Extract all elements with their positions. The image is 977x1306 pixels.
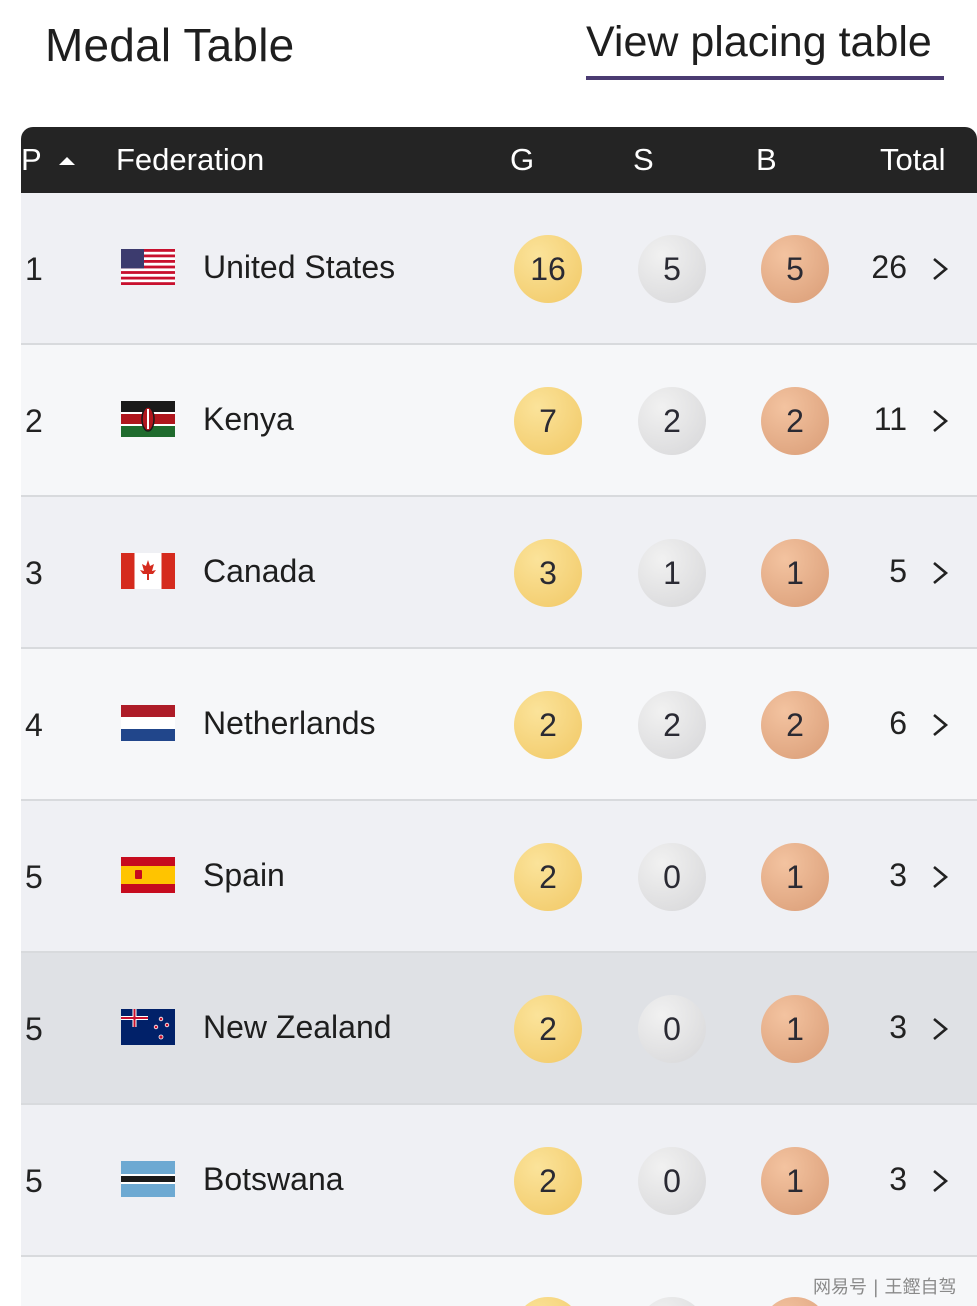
column-header-bronze[interactable]: B [756,142,777,177]
total-count: 3 [889,1161,907,1197]
chevron-right-icon[interactable] [928,403,952,439]
table-row[interactable]: 2 Kenya 7 2 2 11 [21,345,977,497]
kenya-flag-icon [121,401,175,437]
bronze-count: 1 [761,1147,829,1215]
chevron-right-icon[interactable] [928,1163,952,1199]
link-underline [586,76,944,80]
bronze-count: 2 [761,387,829,455]
bronze-count: 1 [761,843,829,911]
total-count: 26 [871,249,907,285]
spain-flag-icon [121,857,175,893]
chevron-right-icon[interactable] [928,707,952,743]
gold-count: 3 [514,539,582,607]
column-header-total[interactable]: Total [880,142,946,177]
chevron-right-icon[interactable] [928,555,952,591]
bronze-count: 5 [761,235,829,303]
chevron-right-icon[interactable] [928,251,952,287]
table-row[interactable]: 5 Botswana 2 0 1 3 [21,1105,977,1257]
silver-count: 2 [638,387,706,455]
column-header-gold[interactable]: G [510,142,535,177]
row-position: 5 [25,859,43,895]
bronze-count: 1 [761,995,829,1063]
row-position: 3 [25,555,43,591]
row-position: 4 [25,707,43,743]
view-placing-table-link[interactable]: View placing table [586,18,932,66]
country-name: Canada [203,553,316,589]
country-name: Botswana [203,1161,344,1197]
row-position: 1 [25,251,43,287]
botswana-flag-icon [121,1161,175,1197]
bronze-count: 1 [761,539,829,607]
column-header-federation[interactable]: Federation [116,142,265,177]
silver-medal-partial [638,1297,706,1306]
gold-count: 2 [514,843,582,911]
country-name: Kenya [203,401,294,437]
page-title: Medal Table [45,19,295,71]
gold-count: 16 [514,235,582,303]
netherlands-flag-icon [121,705,175,741]
column-header-silver[interactable]: S [633,142,654,177]
new-zealand-flag-icon [121,1009,175,1045]
chevron-right-icon[interactable] [928,1011,952,1047]
medal-table: P Federation G S B Total 1 [21,127,977,1306]
table-header: P Federation G S B Total [21,127,977,193]
silver-count: 1 [638,539,706,607]
total-count: 3 [889,1009,907,1045]
total-count: 5 [889,553,907,589]
silver-count: 0 [638,1147,706,1215]
canada-flag-icon [121,553,175,589]
chevron-right-icon[interactable] [928,859,952,895]
silver-count: 2 [638,691,706,759]
table-row[interactable]: 3 Canada 3 1 1 5 [21,497,977,649]
total-count: 3 [889,857,907,893]
bronze-medal-partial [761,1297,829,1306]
country-name: United States [203,249,396,285]
bronze-count: 2 [761,691,829,759]
country-name: Spain [203,857,285,893]
country-name: New Zealand [203,1009,392,1045]
total-count: 6 [889,705,907,741]
gold-count: 2 [514,1147,582,1215]
sort-asc-icon[interactable] [59,157,75,165]
watermark: 网易号 | 王鏗自驾 [813,1277,957,1298]
silver-count: 0 [638,995,706,1063]
row-position: 5 [25,1163,43,1199]
table-row[interactable]: 1 United States 16 5 5 26 [21,193,977,345]
country-name: Netherlands [203,705,376,741]
silver-count: 5 [638,235,706,303]
table-row-partial[interactable] [21,1257,977,1306]
table-row[interactable]: 4 Netherlands 2 2 2 6 [21,649,977,801]
gold-count: 7 [514,387,582,455]
gold-count: 2 [514,995,582,1063]
gold-medal-partial [514,1297,582,1306]
column-header-position[interactable]: P [21,142,42,177]
table-row[interactable]: 5 New Zealand 2 0 1 3 [21,953,977,1105]
total-count: 11 [873,401,907,437]
row-position: 2 [25,403,43,439]
usa-flag-icon [121,249,175,285]
row-position: 5 [25,1011,43,1047]
gold-count: 2 [514,691,582,759]
table-row[interactable]: 5 Spain 2 0 1 3 [21,801,977,953]
silver-count: 0 [638,843,706,911]
